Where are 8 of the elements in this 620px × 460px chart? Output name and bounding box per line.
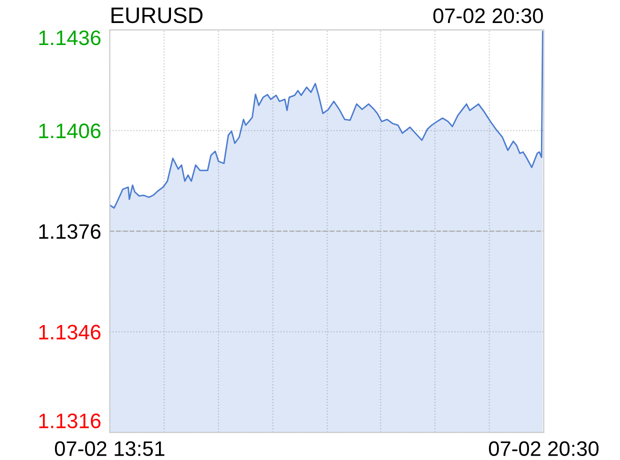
- y-tick-label: 1.1376: [39, 224, 100, 239]
- y-tick-label: 1.1406: [39, 124, 100, 138]
- x-tick-label: 07-02 13:51: [54, 441, 164, 456]
- y-tick-label: 1.1316: [39, 414, 100, 428]
- text: 07-02 20:30: [433, 8, 543, 24]
- chart-title: EURUSD: [112, 7, 203, 24]
- y-tick-label: 1.1436: [39, 30, 100, 46]
- y-tick-label: 1.1346: [39, 324, 100, 340]
